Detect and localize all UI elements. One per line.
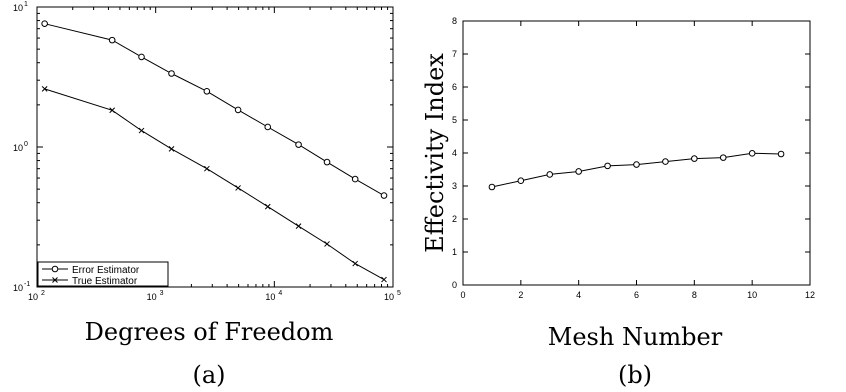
data-point-x [352,260,359,267]
y-tick-label: 4 [452,148,457,158]
x-tick-label: 10 [265,292,275,302]
data-point-circle [380,192,388,199]
data-point-x [295,223,302,230]
data-point-circle [323,158,331,166]
data-point-circle [203,87,211,95]
chart-a: 10 2 10 3 10 4 10 510 -110 010 1 Error Estimator T… [13,1,401,389]
data-point-x [324,241,330,247]
data-point-x [41,86,48,92]
y-tick-label: 2 [452,214,457,224]
data-point-circle [748,150,756,157]
data-point-x [138,127,145,134]
x-tick-label: 8 [692,290,697,300]
data-point-circle [517,177,525,185]
y-tick-exponent: 0 [24,141,28,148]
data-point-circle [633,161,640,168]
y-tick-exponent: -1 [24,281,30,288]
x-tick-label: 6 [634,290,639,300]
legend-marker-x [52,277,58,283]
x-tick-label: 10 [747,290,757,300]
y-tick-label: 10 [13,143,23,153]
x-axis-title-b: Mesh Number [548,323,723,351]
series-group-a [41,20,388,283]
y-tick-label: 5 [452,115,457,125]
legend-box [37,261,169,287]
caption-b: (b) [618,361,652,389]
x-tick-label: 12 [805,290,815,300]
data-point-circle [41,20,48,27]
x-tick-label: 2 [518,290,523,300]
y-tick-label: 8 [452,16,457,26]
x-axis-title-a: Degrees of Freedom [85,318,334,346]
legend-a: Error Estimator True Estimator [37,261,169,287]
legend-label-true: True Estimator [72,276,138,287]
data-point-circle [575,168,582,175]
y-tick-label: 10 [13,283,23,293]
data-point-x [381,276,387,283]
x-tick-exponent: 5 [397,290,401,297]
data-point-circle [234,106,242,114]
data-point-x [235,185,241,191]
data-point-x [204,165,210,172]
x-tick-exponent: 4 [278,290,282,297]
y-tick-label: 10 [13,3,23,13]
data-point-circle [662,158,669,165]
data-point-circle [691,155,698,162]
x-tick-label: 0 [460,290,465,300]
data-point-circle [777,150,785,158]
y-axis-title-b: Effectivity Index [421,53,449,253]
y-tick-exponent: 1 [24,1,28,8]
data-point-circle [108,36,116,44]
caption-a: (a) [192,361,225,389]
data-point-circle [546,171,554,178]
data-point-x [264,203,271,210]
data-point-circle [351,175,359,183]
x-tick-label: 10 [28,292,38,302]
y-tick-label: 0 [452,280,457,290]
y-tick-label: 1 [452,247,457,257]
data-point-circle [488,183,496,191]
x-tick-exponent: 3 [160,290,164,297]
y-tick-label: 6 [452,82,457,92]
data-point-x [109,107,116,114]
series-group-b [488,150,785,191]
data-point-circle [295,141,302,148]
y-tick-label: 3 [452,181,457,191]
legend-label-error: Error Estimator [72,265,140,276]
legend-marker-circle [51,265,59,273]
x-tick-exponent: 2 [41,290,45,297]
data-point-circle [138,53,145,61]
data-point-circle [604,162,611,170]
data-point-circle [168,70,175,77]
x-tick-label: 4 [576,290,581,300]
data-point-circle [719,154,727,161]
y-tick-label: 7 [452,49,457,59]
data-point-x [168,145,175,152]
x-tick-label: 10 [384,292,394,302]
data-point-circle [264,123,272,131]
x-tick-label: 10 [147,292,157,302]
plot-area-a [36,6,394,288]
